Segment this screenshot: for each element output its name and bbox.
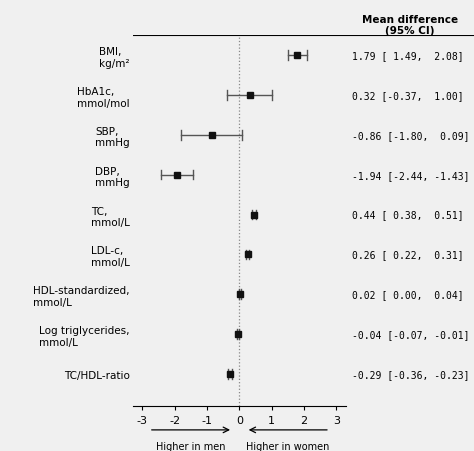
Text: -1.94 [-2.44, -1.43]: -1.94 [-2.44, -1.43]: [352, 170, 470, 180]
Text: -0.29 [-0.36, -0.23]: -0.29 [-0.36, -0.23]: [352, 369, 470, 379]
Text: 0.02 [ 0.00,  0.04]: 0.02 [ 0.00, 0.04]: [352, 290, 464, 299]
Text: -0.86 [-1.80,  0.09]: -0.86 [-1.80, 0.09]: [352, 130, 470, 140]
Text: 0.44 [ 0.38,  0.51]: 0.44 [ 0.38, 0.51]: [352, 210, 464, 220]
Text: 0.32 [-0.37,  1.00]: 0.32 [-0.37, 1.00]: [352, 91, 464, 101]
Text: 0.26 [ 0.22,  0.31]: 0.26 [ 0.22, 0.31]: [352, 250, 464, 260]
Text: 1.79 [ 1.49,  2.08]: 1.79 [ 1.49, 2.08]: [352, 51, 464, 61]
Text: -0.04 [-0.07, -0.01]: -0.04 [-0.07, -0.01]: [352, 329, 470, 339]
Text: Mean difference
(95% CI): Mean difference (95% CI): [362, 14, 458, 36]
Text: Higher in men: Higher in men: [156, 441, 226, 451]
Text: Higher in women: Higher in women: [246, 441, 329, 451]
